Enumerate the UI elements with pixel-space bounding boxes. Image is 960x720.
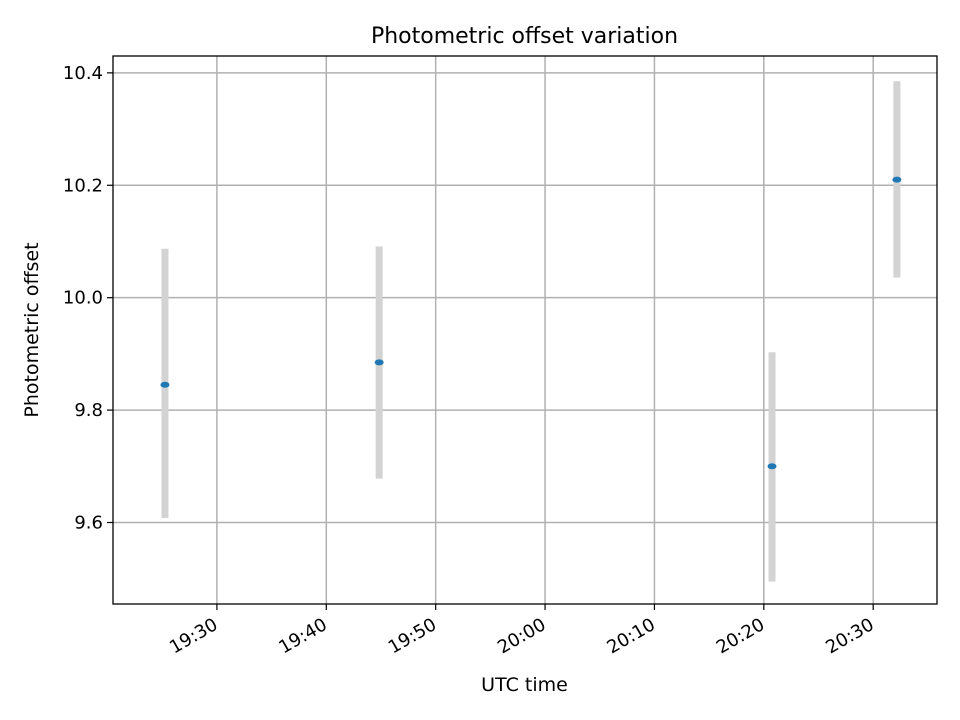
x-tick-label: 20:20 (713, 614, 768, 658)
data-point (892, 176, 902, 183)
x-tick-label: 19:50 (385, 614, 440, 658)
data-point (374, 359, 384, 366)
error-bars (161, 81, 901, 582)
data-points (160, 176, 902, 470)
x-tick-label: 19:30 (166, 614, 221, 658)
x-tick-label: 20:00 (494, 614, 549, 658)
y-tick-label: 10.4 (63, 63, 103, 84)
y-axis-ticks: 9.6 9.8 10.0 10.2 10.4 (63, 63, 113, 534)
y-axis-label: Photometric offset (21, 242, 43, 417)
plot-frame (112, 55, 938, 605)
y-tick-label: 10.0 (63, 288, 103, 309)
data-point (767, 463, 777, 470)
y-tick-label: 10.2 (63, 175, 103, 196)
x-axis-ticks: 19:30 19:40 19:50 20:00 20:10 20:20 20:30 (166, 604, 878, 658)
chart-title: Photometric offset variation (371, 24, 678, 49)
y-tick-label: 9.8 (74, 400, 103, 421)
x-tick-label: 20:10 (604, 614, 659, 658)
y-tick-label: 9.6 (74, 513, 103, 534)
x-axis-label: UTC time (481, 674, 568, 696)
data-point (160, 381, 170, 388)
x-tick-label: 20:30 (822, 614, 877, 658)
x-tick-label: 19:40 (275, 614, 330, 658)
grid (113, 56, 937, 604)
